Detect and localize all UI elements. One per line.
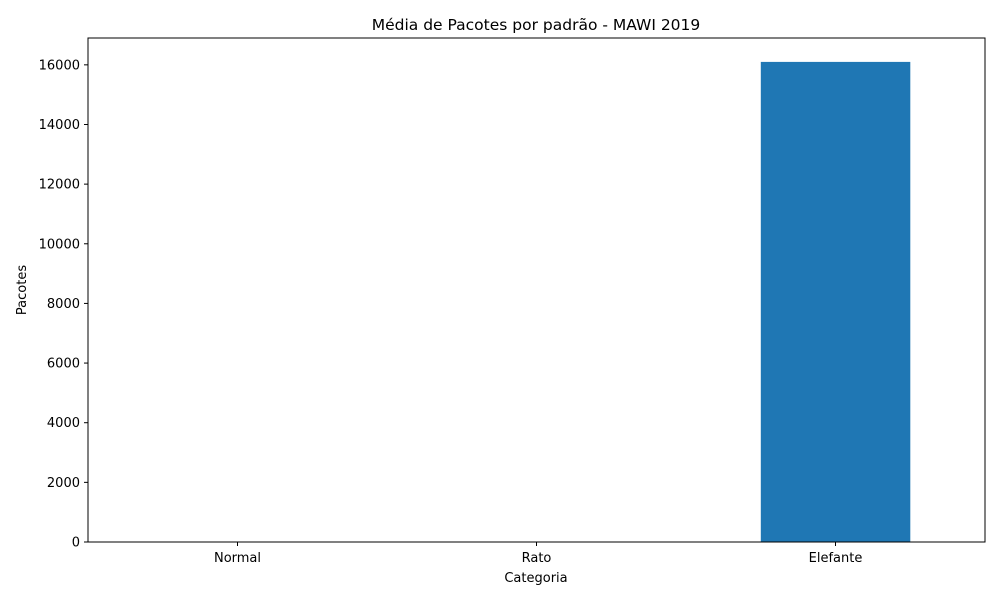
x-tick-label: Rato	[522, 551, 552, 566]
y-tick-label: 10000	[39, 237, 80, 252]
bar-elefante	[760, 61, 911, 543]
y-axis: 0 2000 4000 6000 8000 10000 12000 14000 16000	[39, 58, 88, 551]
y-tick-label: 2000	[47, 476, 80, 491]
y-tick-label: 12000	[39, 178, 80, 193]
y-axis-label: Pacotes	[15, 265, 30, 315]
x-axis-label: Categoria	[504, 571, 567, 586]
y-tick-label: 8000	[47, 297, 80, 312]
y-tick-label: 14000	[39, 118, 80, 133]
y-tick-label: 0	[72, 536, 80, 551]
y-tick-label: 16000	[39, 58, 80, 73]
y-tick-label: 6000	[47, 357, 80, 372]
plot-area	[87, 37, 986, 543]
chart-title: Média de Pacotes por padrão - MAWI 2019	[372, 16, 701, 34]
x-tick-label: Elefante	[809, 551, 863, 566]
x-tick-label: Normal	[214, 551, 261, 566]
y-tick-label: 4000	[47, 416, 80, 431]
x-axis: Normal Rato Elefante	[214, 542, 862, 566]
